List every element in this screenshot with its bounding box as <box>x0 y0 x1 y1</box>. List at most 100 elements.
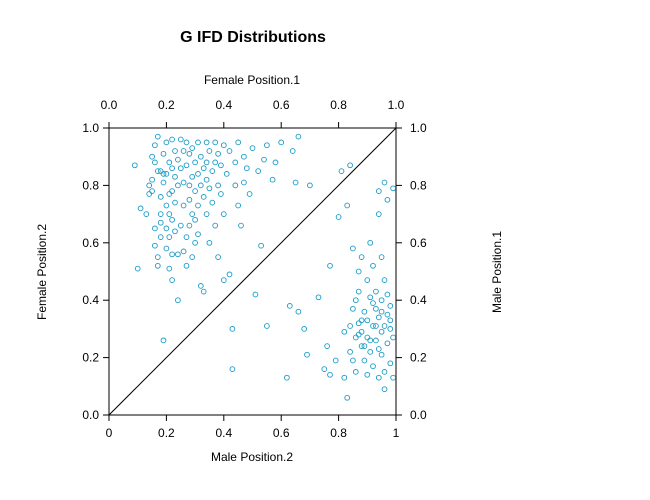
scatter-point <box>261 156 267 163</box>
top-tick-label: 0.0 <box>101 98 118 112</box>
top-axis: 0.0 0.2 0.4 0.6 0.8 1.0 <box>101 98 405 128</box>
scatter-point <box>183 162 190 169</box>
scatter-point <box>295 133 302 140</box>
scatter-point <box>375 211 382 217</box>
scatter-point <box>255 168 262 174</box>
scatter-point <box>284 374 290 381</box>
scatter-point <box>390 334 396 341</box>
scatter-point <box>154 254 161 260</box>
scatter-point <box>186 150 193 157</box>
scatter-point <box>203 176 210 183</box>
scatter-point <box>373 305 379 312</box>
scatter-point <box>169 136 175 143</box>
scatter-point <box>192 159 198 166</box>
scatter-point <box>212 222 219 229</box>
scatter-point <box>390 374 396 381</box>
scatter-point <box>375 374 382 381</box>
scatter-point <box>186 182 193 189</box>
scatter-point <box>192 239 198 246</box>
scatter-point <box>175 251 181 258</box>
bottom-tick-label: 0 <box>106 426 113 440</box>
left-tick-label: 0.4 <box>82 293 99 307</box>
scatter-point <box>338 168 345 174</box>
scatter-point <box>258 242 264 249</box>
scatter-point <box>246 191 253 197</box>
scatter-point <box>387 303 394 309</box>
scatter-point <box>215 254 221 260</box>
scatter-point <box>238 222 244 229</box>
scatter-point <box>189 145 196 151</box>
scatter-point <box>358 343 365 349</box>
scatter-point <box>195 202 201 209</box>
scatter-point <box>252 291 259 298</box>
scatter-point <box>160 171 167 177</box>
scatter-point <box>370 262 376 269</box>
left-axis-label: Female Position.2 <box>35 224 49 320</box>
scatter-point <box>384 311 391 318</box>
scatter-point <box>169 188 175 194</box>
scatter-point <box>192 216 198 223</box>
scatter-point <box>264 142 270 149</box>
scatter-point <box>347 323 353 329</box>
scatter-point <box>226 148 233 154</box>
bottom-axis-label: Male Position.2 <box>211 450 293 464</box>
scatter-point <box>355 331 362 338</box>
scatter-point <box>197 153 204 160</box>
scatter-point <box>232 159 239 166</box>
right-tick-label: 1.0 <box>410 121 427 135</box>
scatter-point <box>332 357 339 364</box>
scatter-point <box>163 245 170 252</box>
scatter-point <box>160 337 167 344</box>
scatter-point <box>367 294 374 301</box>
left-tick-label: 1.0 <box>82 121 99 135</box>
bottom-tick-label: 0.6 <box>273 426 290 440</box>
scatter-point <box>304 351 310 358</box>
scatter-point <box>220 211 227 217</box>
scatter-point <box>189 211 196 217</box>
scatter-point <box>149 176 155 183</box>
scatter-point <box>146 182 153 189</box>
scatter-point <box>367 337 374 344</box>
scatter-point <box>152 225 158 232</box>
scatter-point <box>370 363 376 370</box>
scatter-point <box>186 222 193 229</box>
scatter-point <box>169 251 175 258</box>
scatter-point <box>203 139 210 146</box>
scatter-point <box>272 159 279 166</box>
scatter-point <box>364 371 371 378</box>
scatter-point <box>384 196 391 203</box>
scatter-point <box>378 351 385 358</box>
scatter-point <box>286 303 293 309</box>
scatter-point <box>157 168 164 174</box>
scatter-point <box>361 357 368 364</box>
scatter-point <box>373 323 379 329</box>
scatter-point <box>358 254 365 260</box>
scatter-point <box>315 294 322 301</box>
scatter-point <box>269 176 276 183</box>
scatter-point <box>175 182 181 189</box>
scatter-point <box>355 268 362 275</box>
scatter-point <box>172 199 178 206</box>
scatter-point <box>347 162 353 169</box>
bottom-tick-label: 0.4 <box>215 426 232 440</box>
scatter-point <box>166 159 173 166</box>
bottom-tick-label: 0.2 <box>158 426 175 440</box>
scatter-point <box>264 323 270 329</box>
scatter-point <box>157 219 164 226</box>
scatter-point <box>381 277 388 283</box>
bottom-axis: 0 0.2 0.4 0.6 0.8 1 <box>106 415 400 440</box>
scatter-point <box>249 145 256 151</box>
scatter-point <box>235 202 242 209</box>
scatter-point <box>206 148 213 154</box>
scatter-point <box>307 182 313 189</box>
scatter-point <box>278 139 285 146</box>
scatter-point <box>378 297 385 304</box>
scatter-point <box>335 214 342 220</box>
scatter-point <box>373 337 379 344</box>
scatter-point <box>203 211 210 217</box>
scatter-point <box>381 179 388 186</box>
scatter-point <box>355 320 362 327</box>
scatter-point <box>209 168 216 174</box>
scatter-point <box>375 188 382 194</box>
scatter-point <box>370 300 376 306</box>
